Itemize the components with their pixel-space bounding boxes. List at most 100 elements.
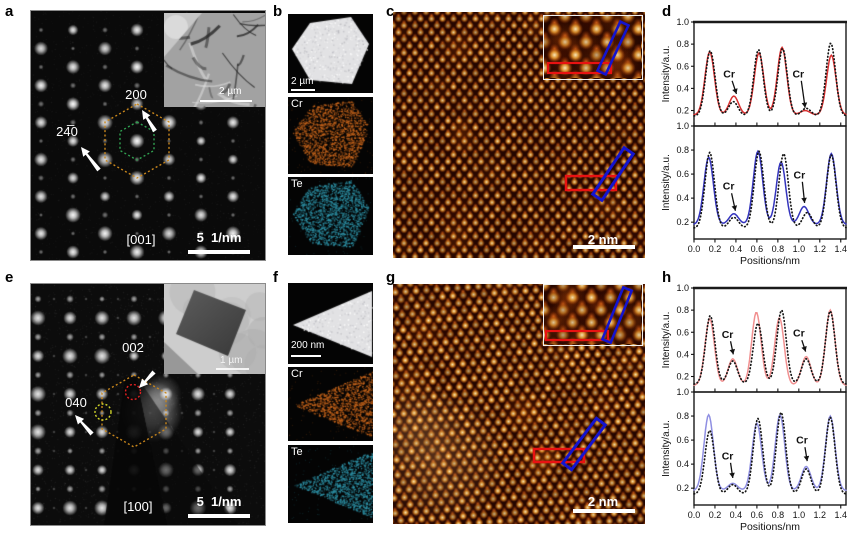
scale-bar-c [573,245,635,249]
panel-letter-f: f [273,269,278,286]
scale-bar-label-g: 2 nm [587,494,619,509]
tem-inset-e: 1 µm [164,284,265,374]
panel-letter-h: h [662,269,672,286]
saed-pattern-e: 002 040 [100] 5 1/nm 1 µm [30,283,266,526]
te-map-label-f: Te [291,446,303,458]
svg-text:1.4: 1.4 [835,510,848,520]
panel-letter-e: e [5,269,14,286]
scale-bar-a [188,250,250,254]
svg-text:0.2: 0.2 [676,106,689,116]
svg-text:0.8: 0.8 [676,39,689,49]
eds-map-f-te-image [288,445,373,523]
tem-inset-a: 2 µm [164,13,265,107]
spot-label-240: 24̅0 [56,124,78,139]
spot-label-040: 040 [65,395,87,410]
svg-text:0.4: 0.4 [676,193,689,203]
svg-text:0.2: 0.2 [676,217,689,227]
cr-map-label-f: Cr [291,368,303,380]
svg-text:0.0: 0.0 [688,244,701,254]
svg-text:0.4: 0.4 [730,510,743,520]
scale-bar-label-f: 200 nm [291,340,325,351]
svg-text:0.6: 0.6 [751,510,764,520]
panel-letter-d: d [662,3,672,20]
eds-map-f-cr-image [288,367,373,441]
spot-label-200: 200 [125,87,147,102]
svg-text:1.0: 1.0 [676,121,689,131]
svg-text:Intensity/a.u.: Intensity/a.u. [661,154,672,211]
svg-text:0.2: 0.2 [709,244,722,254]
svg-text:1.0: 1.0 [676,387,689,397]
scale-bar-g [573,509,635,513]
svg-text:0.4: 0.4 [730,244,743,254]
eds-map-f-te: Te [288,445,373,523]
intensity-profile-chart-d: 0.2 0.4 0.6 0.8 1.0 Intensity/a.u. Cr Cr 0.2 0.4 0… [661,17,848,264]
panel-letter-g: g [386,269,396,286]
te-map-label-b: Te [291,178,303,190]
stem-inset-c [543,15,643,80]
svg-text:Positions/nm: Positions/nm [740,255,800,264]
scale-bar-label-e: 5 1/nm [196,494,242,509]
scale-bar-label-c: 2 nm [587,232,619,247]
svg-text:0.8: 0.8 [772,510,785,520]
svg-text:0.6: 0.6 [751,244,764,254]
svg-text:1.0: 1.0 [793,510,806,520]
svg-text:0.2: 0.2 [676,372,689,382]
scale-bar-label-a: 5 1/nm [196,230,242,245]
svg-text:1.0: 1.0 [676,17,689,27]
inset-scale-bar-label-a: 2 µm [219,86,242,97]
tem-inset-a-image [164,13,265,107]
zone-axis-label-a: [001] [126,232,156,247]
scale-bar-b [291,89,315,91]
spot-label-002: 002 [122,340,144,355]
svg-text:0.0: 0.0 [688,510,701,520]
svg-text:Intensity/a.u.: Intensity/a.u. [661,420,672,477]
stem-inset-g [543,284,643,346]
panel-letter-c: c [386,3,395,20]
svg-text:Cr: Cr [723,181,735,193]
haadf-map-f: 200 nm [288,283,373,364]
haadf-map-b: 2 µm [288,14,373,93]
inset-scale-bar-label-e: 1 µm [220,355,243,366]
svg-text:0.2: 0.2 [709,510,722,520]
svg-text:Cr: Cr [722,329,734,341]
svg-text:1.2: 1.2 [814,510,827,520]
tem-inset-e-image [164,284,265,374]
svg-text:0.8: 0.8 [772,244,785,254]
inset-scale-bar-e [216,368,249,370]
svg-text:0.8: 0.8 [676,305,689,315]
svg-text:0.4: 0.4 [676,459,689,469]
eds-map-b-te-image [288,177,373,255]
svg-text:0.2: 0.2 [676,483,689,493]
scale-bar-e [188,514,250,518]
scale-bar-f [291,355,321,357]
svg-text:0.8: 0.8 [676,145,689,155]
panel-letter-a: a [5,3,14,20]
svg-text:0.6: 0.6 [676,61,689,71]
svg-text:1.0: 1.0 [793,244,806,254]
stem-image-c: 2 nm [393,12,645,258]
haadf-map-b-image [288,14,373,93]
svg-text:Positions/nm: Positions/nm [740,521,800,530]
svg-text:1.0: 1.0 [676,283,689,293]
svg-text:1.2: 1.2 [814,244,827,254]
eds-map-b-cr: Cr [288,97,373,174]
svg-text:Cr: Cr [796,435,808,447]
eds-map-b-cr-image [288,97,373,174]
intensity-profile-chart-h: 0.2 0.4 0.6 0.8 1.0 Intensity/a.u. Cr Cr 0.2 0.4 0… [661,283,848,530]
stem-inset-c-image [544,16,641,78]
eds-map-b-te: Te [288,177,373,255]
svg-text:0.6: 0.6 [676,169,689,179]
panel-letter-b: b [273,3,283,20]
svg-text:0.8: 0.8 [676,411,689,421]
svg-text:0.6: 0.6 [676,327,689,337]
svg-text:Intensity/a.u.: Intensity/a.u. [661,46,672,103]
svg-text:Cr: Cr [792,68,804,80]
cr-map-label-b: Cr [291,98,303,110]
svg-text:Cr: Cr [722,450,734,462]
saed-pattern-a: 200 24̅0 [001] 5 1/nm 2 µm [30,10,266,261]
svg-text:0.6: 0.6 [676,435,689,445]
svg-text:0.4: 0.4 [676,83,689,93]
svg-text:1.4: 1.4 [835,244,848,254]
svg-text:Cr: Cr [794,169,806,181]
